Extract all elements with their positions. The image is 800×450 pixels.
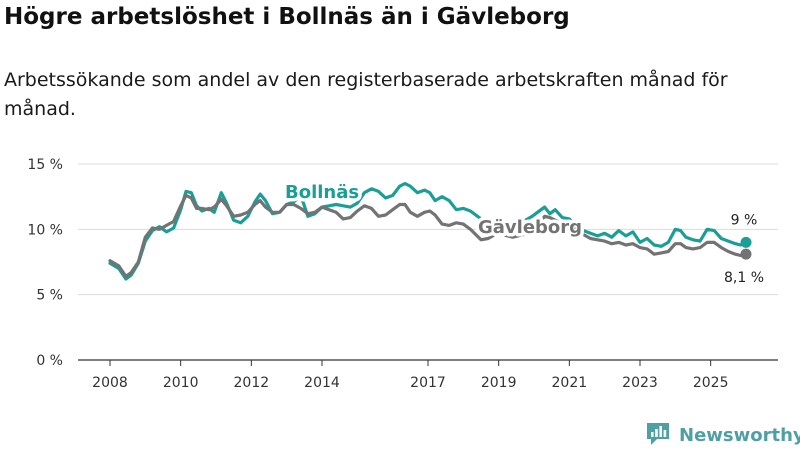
x-tick-label: 2021 bbox=[552, 375, 588, 391]
end-point-bollnas bbox=[740, 236, 752, 248]
y-tick-label: 5 % bbox=[36, 288, 63, 304]
x-tick-label: 2012 bbox=[234, 375, 270, 391]
series-labels: Bollnäs Gävleborg 9 % 8,1 % bbox=[282, 179, 765, 287]
x-tick-label: 2025 bbox=[693, 375, 729, 391]
x-tick-label: 2017 bbox=[410, 375, 446, 391]
series-name-label-gavleborg: Gävleborg bbox=[478, 217, 582, 238]
y-tick-label: 10 % bbox=[27, 222, 63, 238]
x-axis-ticks: 2008 2010 2012 2014 2017 2019 2021 2023 2025 bbox=[92, 360, 728, 391]
x-tick-label: 2008 bbox=[92, 375, 128, 391]
series-lines bbox=[108, 182, 752, 281]
chart-subtitle: Arbetssökande som andel av den registerb… bbox=[4, 69, 728, 120]
y-axis-ticks: 0 % 5 % 10 % 15 % bbox=[27, 157, 63, 369]
x-tick-label: 2010 bbox=[163, 375, 199, 391]
series-line-bollnas bbox=[108, 182, 748, 281]
end-point-gavleborg bbox=[740, 248, 752, 260]
series-line-gavleborg bbox=[108, 193, 748, 278]
series-name-label-bollnas: Bollnäs bbox=[285, 182, 359, 203]
y-tick-label: 15 % bbox=[27, 157, 63, 173]
x-tick-label: 2023 bbox=[622, 375, 658, 391]
brand-name: Newsworthy bbox=[679, 424, 800, 446]
brand-logo: Newsworthy bbox=[645, 420, 800, 450]
end-value-label-bollnas: 9 % bbox=[731, 212, 758, 228]
x-tick-label: 2014 bbox=[304, 375, 340, 391]
end-value-label-gavleborg: 8,1 % bbox=[724, 270, 764, 286]
y-tick-label: 0 % bbox=[36, 353, 63, 369]
line-chart: 0 %5 %10 %15 % 2008 2010 2012 2014 2017 2019 2… bbox=[27, 157, 778, 391]
x-tick-label: 2019 bbox=[481, 375, 517, 391]
chart-title: Högre arbetslöshet i Bollnäs än i Gävleb… bbox=[4, 4, 570, 30]
newsworthy-logo-icon bbox=[645, 420, 671, 450]
